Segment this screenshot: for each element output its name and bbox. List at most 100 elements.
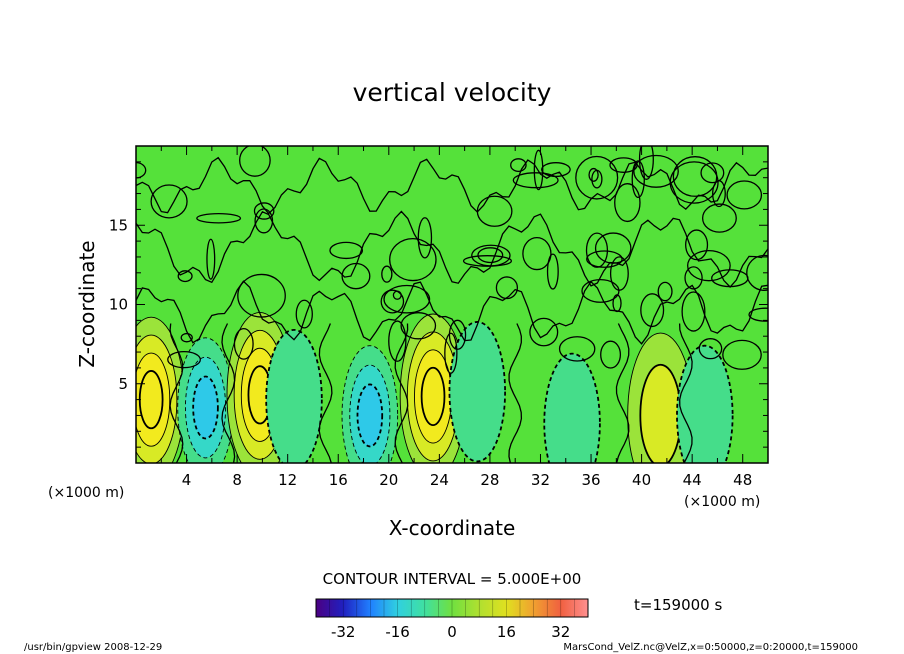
contour-loop	[581, 278, 620, 303]
y-tick-label: 10	[109, 296, 128, 314]
x-tick-label: 24	[430, 471, 449, 489]
x-tick-label: 12	[278, 471, 297, 489]
contour-loop	[722, 339, 762, 370]
contour-line	[508, 323, 523, 463]
contour-noise	[136, 146, 768, 463]
contour-loop	[233, 328, 254, 360]
contour-loop	[239, 146, 271, 177]
contour-loop	[400, 312, 437, 340]
contour-loop	[381, 265, 393, 283]
contour-loop	[383, 284, 431, 314]
contour-line	[136, 156, 768, 215]
contour-loop	[448, 319, 467, 350]
contour-loop	[392, 290, 402, 300]
contour-loop	[329, 241, 364, 260]
y-ticks: 5 10 15	[109, 161, 768, 448]
contour-ellipse	[543, 352, 601, 463]
contour-loop	[522, 236, 552, 271]
y-tick-label: 15	[109, 216, 128, 234]
contour-loop	[546, 253, 559, 290]
contour-ellipse	[420, 366, 446, 426]
x-tick-label: 28	[480, 471, 499, 489]
contour-loop	[640, 293, 665, 328]
x-tick-label: 36	[581, 471, 600, 489]
contour-loop	[638, 146, 654, 180]
colorbar-gradient	[315, 598, 589, 618]
contour-loop	[698, 338, 723, 360]
contour-loop	[681, 291, 706, 332]
contour-loop	[558, 336, 596, 362]
contour-loop	[477, 247, 504, 264]
x-unit-right: (×1000 m)	[684, 494, 760, 510]
x-tick-label: 44	[683, 471, 702, 489]
chart-title: vertical velocity	[353, 78, 552, 107]
contour-loop	[380, 289, 405, 314]
contour-ellipse	[676, 344, 734, 463]
contour-ellipse	[265, 328, 323, 463]
footer-right: MarsCond_VelZ.nc@VelZ,x=0:50000,z=0:2000…	[563, 642, 858, 653]
contour-loop	[614, 183, 641, 223]
contour-loop	[588, 167, 599, 182]
x-ticks: 4 8 12 16 20 24 28 32 36 40 44 48	[160, 146, 769, 489]
x-tick-label: 40	[632, 471, 651, 489]
contour-line	[169, 323, 184, 463]
contour-loop	[726, 180, 763, 210]
contour-line	[615, 323, 630, 463]
contour-loop	[512, 172, 559, 189]
contour-line	[678, 323, 693, 463]
contour-line	[136, 210, 768, 288]
contour-ellipse	[639, 363, 682, 463]
contour-loop	[417, 217, 433, 259]
contour-loop	[533, 149, 544, 191]
colorbar: -32 -16 0 16 32	[315, 598, 589, 641]
y-axis-label: Z-coordinate	[75, 240, 99, 367]
contour-loop	[657, 281, 673, 302]
contour-loop	[444, 332, 458, 374]
contour-line	[221, 323, 236, 463]
x-tick-label: 4	[182, 471, 192, 489]
x-tick-label: 8	[232, 471, 242, 489]
contour-loop	[685, 229, 709, 261]
time-label: t=159000 s	[634, 596, 722, 614]
contour-loop	[196, 212, 242, 224]
colorbar-tick-label: 16	[497, 623, 516, 641]
y-tick-label: 5	[118, 375, 128, 393]
contour-loop	[462, 255, 513, 267]
contour-loop	[495, 276, 519, 300]
x-tick-label: 20	[379, 471, 398, 489]
colorbar-tick-label: -32	[331, 623, 356, 641]
contour-ellipse	[448, 321, 506, 463]
contour-loop	[180, 332, 193, 343]
contour-line	[394, 323, 409, 463]
contour-loop	[585, 232, 609, 268]
contour-loop	[600, 340, 622, 369]
colorbar-tick-label: 32	[551, 623, 570, 641]
plot-area	[136, 146, 768, 463]
contour-loop	[746, 254, 768, 292]
x-tick-label: 48	[733, 471, 752, 489]
contour-ellipse	[192, 375, 219, 440]
contour-loop	[700, 162, 725, 184]
contour-loop	[177, 270, 193, 283]
contour-loop	[701, 203, 737, 233]
contour-line	[136, 280, 768, 345]
contour-loop	[150, 184, 188, 219]
contour-loop	[253, 202, 275, 220]
contour-loop	[633, 154, 679, 188]
contour-loop	[684, 266, 703, 290]
colorbar-ticks: -32 -16 0 16 32	[315, 599, 589, 641]
velocity-features	[136, 311, 734, 463]
x-axis-label: X-coordinate	[389, 516, 516, 540]
contour-loop	[575, 155, 619, 200]
contour-loop	[510, 158, 527, 173]
colorbar-tick-label: 0	[447, 623, 457, 641]
contour-ellipse	[356, 383, 384, 448]
contour-loop	[389, 238, 437, 282]
contour-loop	[167, 351, 201, 369]
contour-loop	[748, 307, 768, 322]
contour-ellipse	[138, 370, 164, 430]
x-tick-label: 16	[329, 471, 348, 489]
footer-left: /usr/bin/gpview 2008-12-29	[24, 642, 162, 653]
contour-line	[318, 323, 333, 463]
